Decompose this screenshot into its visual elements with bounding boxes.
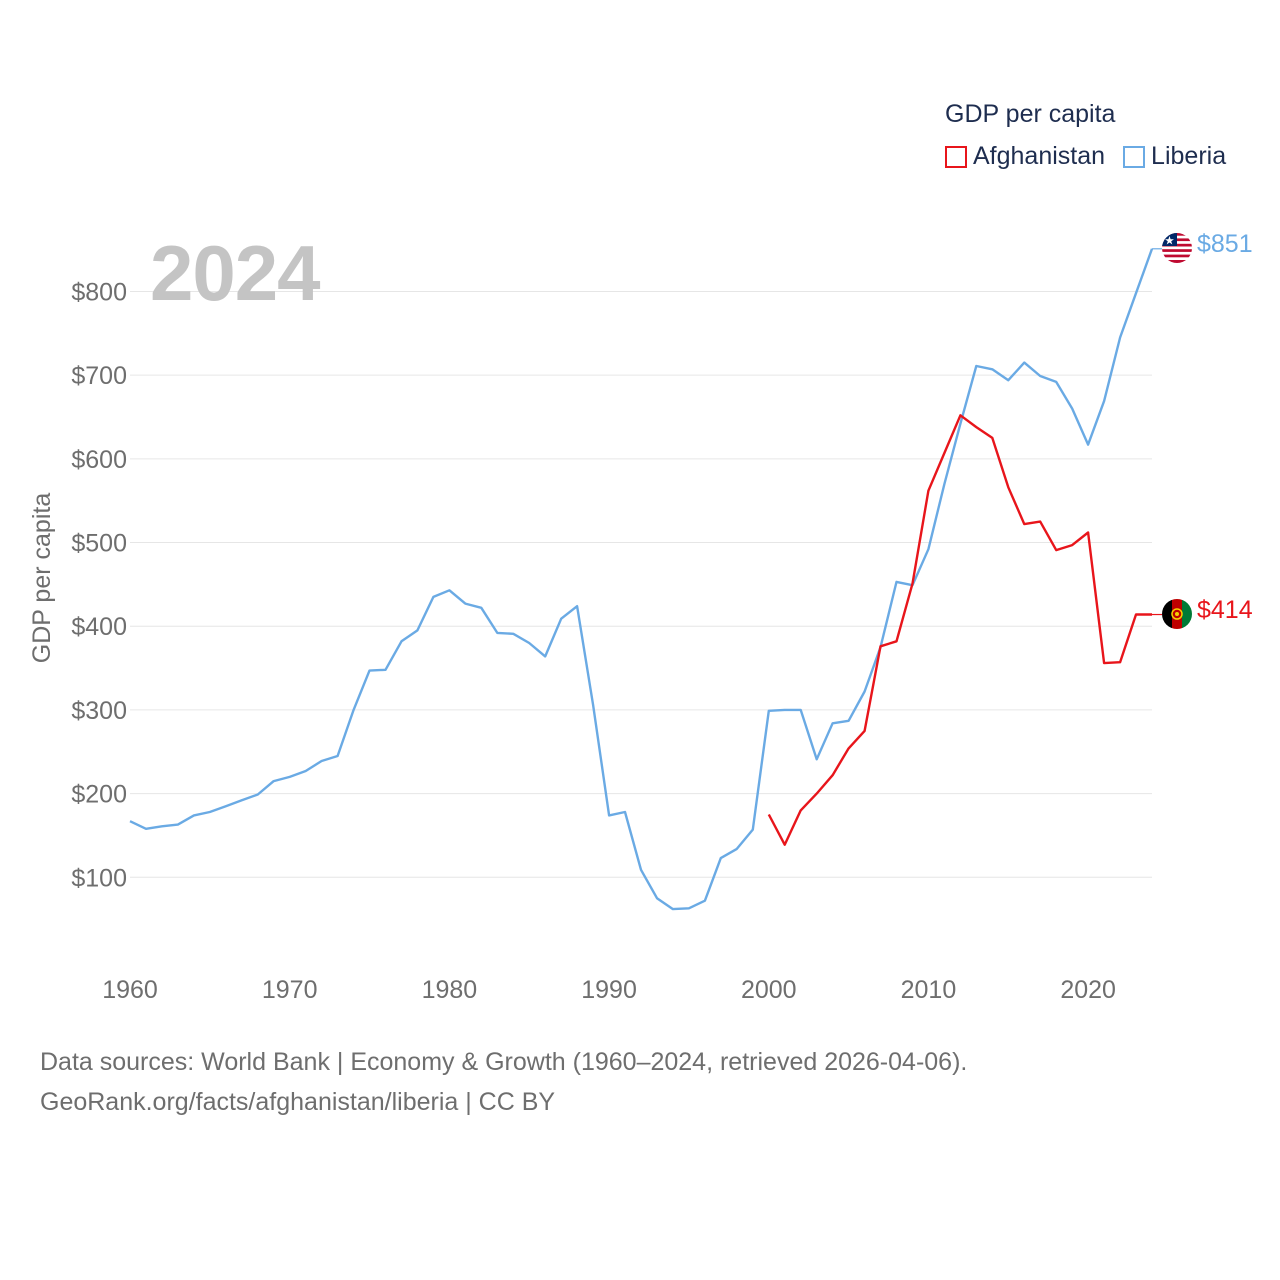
grid-lines <box>130 290 1152 878</box>
x-tick-label: 1980 <box>422 976 478 1004</box>
x-tick-label: 1970 <box>262 976 318 1004</box>
legend-label-afghanistan: Afghanistan <box>973 142 1106 170</box>
x-tick-label: 1990 <box>581 976 637 1004</box>
y-axis-ticks: $100 $200 $300 $400 $500 $600 $700 $800 <box>71 278 127 892</box>
end-flags <box>1162 233 1192 629</box>
y-tick-label: $600 <box>71 446 127 474</box>
y-tick-label: $800 <box>71 278 127 306</box>
y-tick-label: $300 <box>71 697 127 725</box>
legend-item-liberia[interactable]: Liberia <box>1123 142 1226 171</box>
x-axis-ticks: 1960 1970 1980 1990 2000 2010 2020 <box>102 976 1116 1004</box>
legend: Afghanistan Liberia <box>945 142 1226 171</box>
end-label-liberia: $851 <box>1197 230 1253 258</box>
series-line-liberia[interactable] <box>129 248 1154 911</box>
afghanistan-flag-icon <box>1162 599 1192 629</box>
source-line-2[interactable]: GeoRank.org/facts/afghanistan/liberia | … <box>40 1088 556 1116</box>
x-tick-label: 1960 <box>102 976 158 1004</box>
y-tick-label: $500 <box>71 530 127 558</box>
y-axis-label: GDP per capita <box>28 493 56 664</box>
legend-label-liberia: Liberia <box>1151 142 1227 170</box>
legend-title: GDP per capita <box>945 100 1116 128</box>
end-label-afghanistan: $414 <box>1197 596 1253 624</box>
legend-swatch-afghanistan <box>945 145 967 168</box>
y-tick-label: $100 <box>71 864 127 892</box>
liberia-flag-icon <box>1162 233 1192 263</box>
x-tick-label: 2020 <box>1060 976 1116 1004</box>
y-tick-label: $200 <box>71 781 127 809</box>
year-label: 2024 <box>150 229 321 317</box>
series-line-afghanistan[interactable] <box>767 414 1152 846</box>
x-tick-label: 2000 <box>741 976 797 1004</box>
legend-swatch-liberia <box>1123 145 1146 168</box>
series-lines <box>129 248 1162 911</box>
x-tick-label: 2010 <box>901 976 957 1004</box>
data-source-note: Data sources: World Bank | Economy & Gro… <box>40 1042 967 1122</box>
y-tick-label: $700 <box>71 362 127 390</box>
y-tick-label: $400 <box>71 613 127 641</box>
legend-item-afghanistan[interactable]: Afghanistan <box>945 142 1105 171</box>
source-line-1: Data sources: World Bank | Economy & Gro… <box>40 1048 968 1076</box>
